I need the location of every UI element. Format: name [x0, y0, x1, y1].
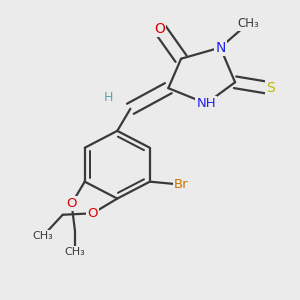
Text: N: N — [215, 40, 226, 55]
Text: O: O — [88, 207, 98, 220]
Text: O: O — [154, 22, 165, 36]
Text: CH₃: CH₃ — [64, 247, 85, 257]
Text: CH₃: CH₃ — [33, 231, 53, 241]
Text: O: O — [66, 197, 77, 210]
Text: S: S — [266, 81, 275, 95]
Text: CH₃: CH₃ — [237, 17, 259, 30]
Text: NH: NH — [196, 97, 216, 110]
Text: H: H — [103, 91, 113, 104]
Text: Br: Br — [174, 178, 188, 191]
